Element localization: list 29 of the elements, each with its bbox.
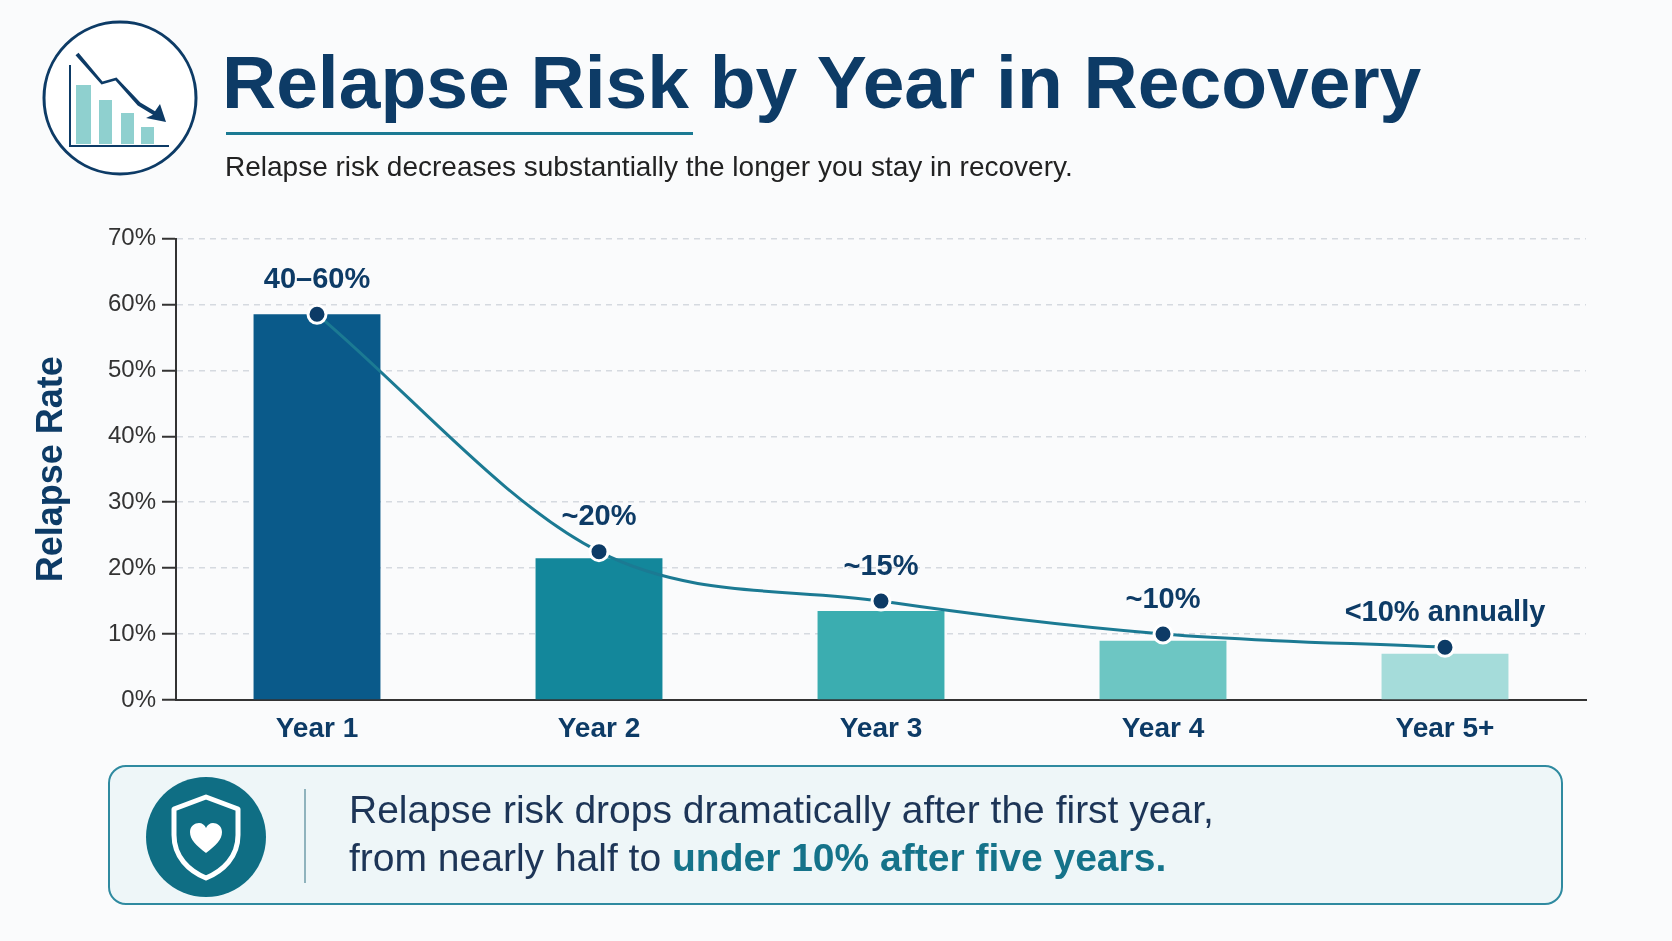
x-tick-label: Year 3 — [839, 711, 923, 743]
text: under 10% after five years. — [671, 836, 1167, 879]
y-tick-label: 60% — [107, 289, 156, 317]
x-tick-label: Year 4 — [1121, 711, 1205, 743]
annotation: ~20% — [561, 499, 637, 532]
text: Relapse risk drops dramatically after the first year, — [349, 788, 1214, 831]
chart-subtitle: Relapse risk decreases substantially the longer you stay in recovery. — [225, 151, 1073, 182]
x-tick-label: Year 5+ — [1395, 711, 1495, 743]
bar — [1381, 653, 1509, 700]
bar — [1099, 640, 1227, 700]
y-axis-title: Relapse Rate — [28, 356, 70, 583]
bar — [817, 611, 945, 700]
text: from nearly half to — [349, 836, 662, 879]
annotation: <10% annually — [1344, 594, 1546, 627]
y-tick-label: 0% — [121, 684, 156, 712]
bar — [535, 558, 663, 700]
y-tick-label: 30% — [107, 486, 156, 514]
y-tick-label: 40% — [107, 420, 156, 448]
annotation: ~10% — [1125, 581, 1201, 614]
y-tick-label: 70% — [107, 223, 156, 251]
chart-title: Relapse Risk by Year in Recovery — [222, 40, 1422, 124]
annotation: 40–60% — [263, 261, 371, 294]
y-tick-label: 20% — [107, 552, 156, 580]
y-tick-label: 50% — [107, 354, 156, 382]
x-tick-label: Year 1 — [275, 711, 359, 743]
annotation: ~15% — [843, 548, 919, 581]
x-tick-label: Year 2 — [557, 711, 641, 743]
y-tick-label: 10% — [107, 618, 156, 646]
bar — [253, 314, 381, 700]
